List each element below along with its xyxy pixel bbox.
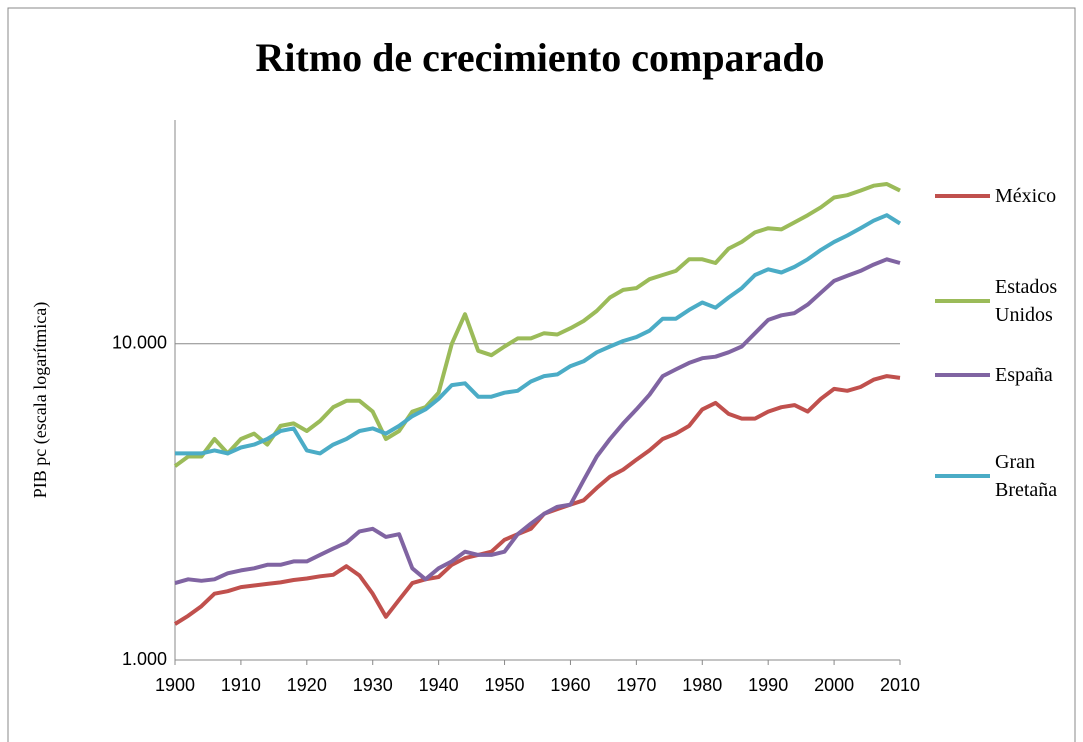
- x-tick-label: 1950: [485, 675, 525, 695]
- x-tick-label: 1980: [682, 675, 722, 695]
- x-tick-label: 2010: [880, 675, 920, 695]
- y-axis-label: PIB pc (escala logarítmica): [30, 302, 51, 498]
- series-line: [173, 374, 901, 626]
- x-tick-label: 2000: [814, 675, 854, 695]
- y-tick-label: 10.000: [112, 333, 167, 353]
- x-tick-label: 1940: [419, 675, 459, 695]
- x-tick-label: 1900: [155, 675, 195, 695]
- chart-frame: [7, 7, 1076, 742]
- legend-label: España: [995, 364, 1053, 386]
- x-tick-label: 1910: [221, 675, 261, 695]
- series-line: [175, 213, 902, 456]
- x-tick-label: 1960: [550, 675, 590, 695]
- series-line: [174, 257, 901, 586]
- series-line: [173, 182, 901, 468]
- x-tick-label: 1990: [748, 675, 788, 695]
- y-tick-label: 1.000: [122, 649, 167, 669]
- x-tick-label: 1970: [616, 675, 656, 695]
- legend-label: Gran Bretaña: [995, 451, 1058, 501]
- legend-label: Estados Unidos: [995, 276, 1058, 326]
- chart-title: Ritmo de crecimiento comparado: [255, 35, 824, 80]
- x-tick-label: 1920: [287, 675, 327, 695]
- legend-label: México: [995, 185, 1057, 207]
- x-tick-label: 1930: [353, 675, 393, 695]
